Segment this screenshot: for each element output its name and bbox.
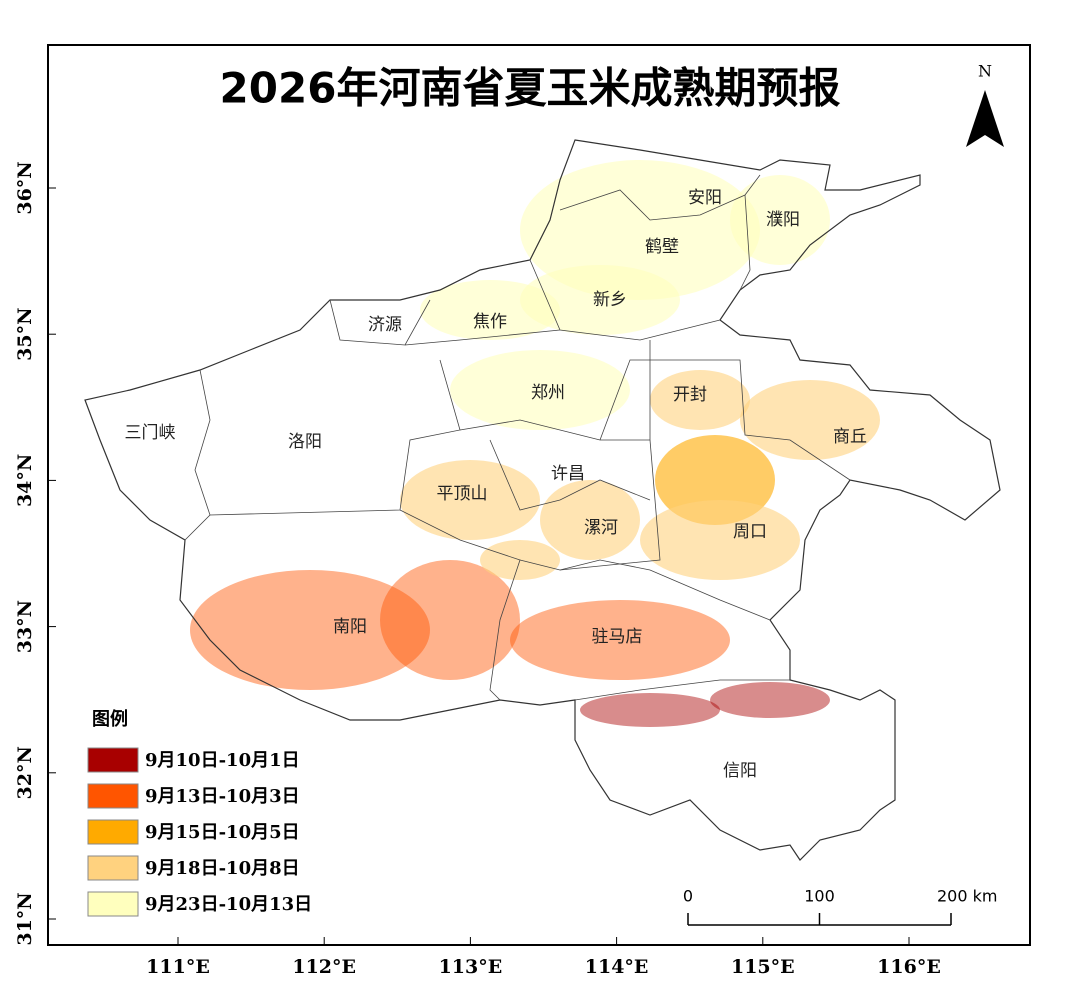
patch xyxy=(450,350,630,430)
y-tick-label: 31°N xyxy=(14,892,36,945)
patch xyxy=(190,570,430,690)
city-label: 平顶山 xyxy=(437,484,488,504)
city-label: 新乡 xyxy=(593,290,627,310)
legend-swatch xyxy=(87,819,139,845)
city-label: 漯河 xyxy=(584,518,618,538)
legend-swatch xyxy=(87,891,139,917)
north-arrow xyxy=(966,90,1004,147)
patch xyxy=(520,265,680,335)
city-label: 濮阳 xyxy=(766,210,800,230)
city-label: 焦作 xyxy=(473,312,507,332)
legend-swatch xyxy=(87,783,139,809)
scale-label: 0 xyxy=(683,887,693,906)
x-tick-label: 115°E xyxy=(731,956,795,978)
patch xyxy=(520,160,760,300)
city-label: 信阳 xyxy=(723,761,757,781)
y-tick-label: 32°N xyxy=(14,746,36,799)
patch xyxy=(380,560,520,680)
city-label: 许昌 xyxy=(551,464,585,484)
city-label: 三门峡 xyxy=(125,423,176,443)
legend-label: 9月10日-10月1日 xyxy=(145,750,300,771)
patch xyxy=(510,600,730,680)
maturity-patches xyxy=(190,160,880,727)
x-tick-label: 112°E xyxy=(292,956,356,978)
patch xyxy=(540,480,640,560)
legend-label: 9月18日-10月8日 xyxy=(145,858,300,879)
patch xyxy=(650,370,750,430)
city-label: 南阳 xyxy=(333,617,367,637)
y-tick-label: 36°N xyxy=(14,161,36,214)
legend-label: 9月13日-10月3日 xyxy=(145,786,300,807)
city-label: 驻马店 xyxy=(592,627,643,647)
patch xyxy=(580,693,720,727)
city-label: 郑州 xyxy=(531,383,565,403)
legend-title: 图例 xyxy=(92,708,128,730)
province-outline xyxy=(84,139,1001,861)
scale-label: 100 xyxy=(804,887,835,906)
x-tick-label: 113°E xyxy=(439,956,503,978)
city-label: 济源 xyxy=(368,315,402,335)
city-label: 开封 xyxy=(673,385,707,405)
y-tick-label: 35°N xyxy=(14,308,36,361)
legend-label: 9月23日-10月13日 xyxy=(145,894,312,915)
x-tick-label: 111°E xyxy=(146,956,210,978)
patch xyxy=(400,460,540,540)
patch xyxy=(640,500,800,580)
legend-swatch xyxy=(87,747,139,773)
prefecture-boundaries xyxy=(184,174,851,701)
legend-label: 9月15日-10月5日 xyxy=(145,822,300,843)
legend-swatch xyxy=(87,855,139,881)
city-label: 安阳 xyxy=(688,188,722,208)
patch xyxy=(740,380,880,460)
patch xyxy=(730,175,830,265)
y-tick-label: 34°N xyxy=(14,454,36,507)
x-tick-label: 114°E xyxy=(585,956,649,978)
city-label: 鹤壁 xyxy=(645,237,679,257)
city-label: 洛阳 xyxy=(288,432,322,452)
patch xyxy=(710,682,830,718)
y-tick-label: 33°N xyxy=(14,600,36,653)
map-title: 2026年河南省夏玉米成熟期预报 xyxy=(220,64,841,113)
x-tick-label: 116°E xyxy=(877,956,941,978)
city-label: 商丘 xyxy=(833,427,867,447)
city-label: 周口 xyxy=(733,522,767,542)
scale-label: 200 km xyxy=(937,887,997,906)
north-label: N xyxy=(978,62,992,81)
